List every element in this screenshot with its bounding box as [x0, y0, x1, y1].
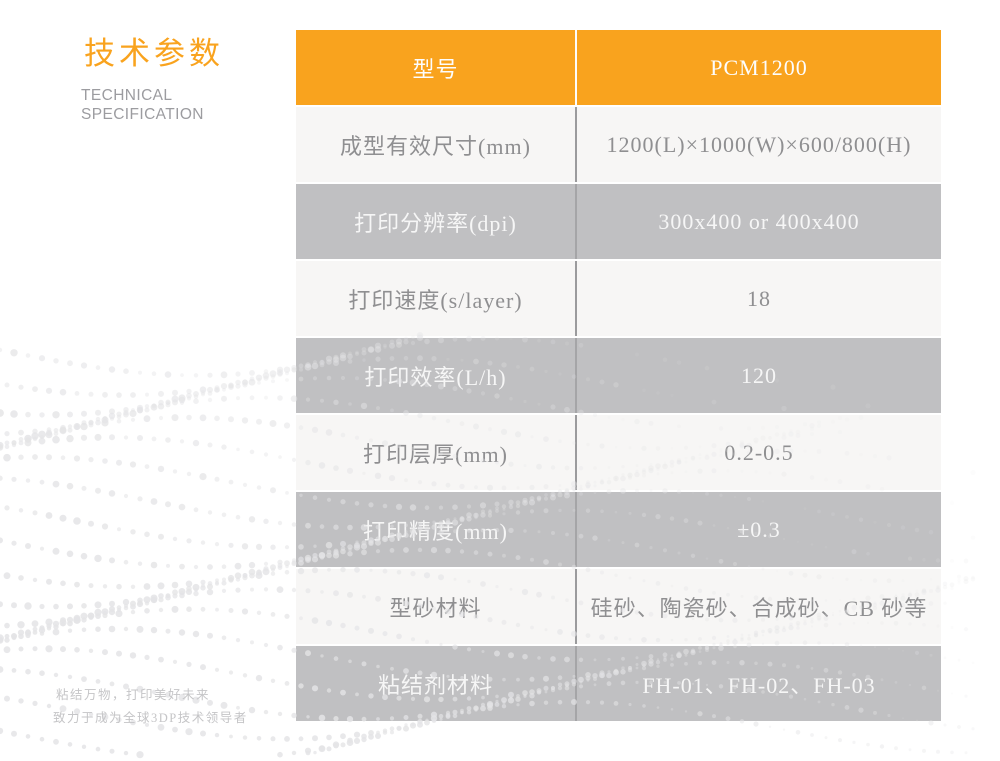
- row-label: 打印分辨率(dpi): [354, 210, 517, 236]
- row-label: 打印效率(L/h): [364, 364, 507, 390]
- table-row: 打印效率(L/h) 120: [296, 338, 941, 413]
- page-subtitle: TECHNICAL SPECIFICATION: [81, 86, 204, 124]
- row-label: 打印速度(s/layer): [348, 287, 523, 313]
- table-row: 打印层厚(mm) 0.2-0.5: [296, 415, 941, 490]
- row-label: 打印精度(mm): [363, 518, 508, 544]
- header-label-cell: 型号: [412, 56, 459, 82]
- table-row: 型砂材料 硅砂、陶瓷砂、合成砂、CB 砂等: [296, 569, 941, 644]
- table-row: 打印分辨率(dpi) 300x400 or 400x400: [296, 184, 941, 259]
- column-divider: [575, 492, 577, 567]
- column-divider: [575, 415, 577, 490]
- row-value: ±0.3: [737, 516, 781, 542]
- table-row: 成型有效尺寸(mm) 1200(L)×1000(W)×600/800(H): [296, 107, 941, 182]
- table-row: 粘结剂材料 FH-01、FH-02、FH-03: [296, 646, 941, 721]
- column-divider: [575, 261, 577, 336]
- header-value-cell: PCM1200: [710, 54, 808, 80]
- row-value: 0.2-0.5: [724, 439, 794, 465]
- row-label: 打印层厚(mm): [363, 441, 508, 467]
- slogan-line1: 粘结万物，打印美好未来: [56, 688, 211, 702]
- row-value: 300x400 or 400x400: [658, 208, 860, 234]
- column-divider: [575, 184, 577, 259]
- page-subtitle-line1: TECHNICAL: [81, 87, 173, 104]
- row-value: 18: [747, 285, 771, 311]
- table-row: 打印精度(mm) ±0.3: [296, 492, 941, 567]
- row-label: 成型有效尺寸(mm): [340, 133, 531, 159]
- row-value: FH-01、FH-02、FH-03: [642, 672, 876, 698]
- column-divider: [575, 30, 577, 105]
- row-value: 120: [741, 362, 777, 388]
- table-header-row: 型号 PCM1200: [296, 30, 941, 105]
- page-subtitle-line2: SPECIFICATION: [81, 106, 204, 123]
- row-label: 型砂材料: [389, 595, 482, 621]
- column-divider: [575, 107, 577, 182]
- spec-table: 型号 PCM1200 成型有效尺寸(mm) 1200(L)×1000(W)×60…: [296, 30, 941, 723]
- page-title: 技术参数: [84, 36, 224, 71]
- column-divider: [575, 569, 577, 644]
- slogan-line2: 致力于成为全球3DP技术领导者: [53, 711, 248, 725]
- column-divider: [575, 338, 577, 413]
- row-value: 1200(L)×1000(W)×600/800(H): [606, 131, 912, 157]
- row-value: 硅砂、陶瓷砂、合成砂、CB 砂等: [590, 595, 928, 621]
- row-label: 粘结剂材料: [377, 672, 493, 698]
- table-row: 打印速度(s/layer) 18: [296, 261, 941, 336]
